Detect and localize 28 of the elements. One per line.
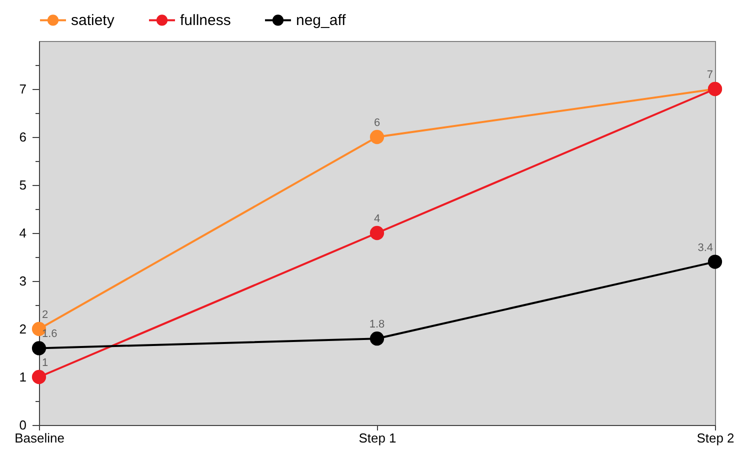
- point: [32, 370, 46, 384]
- point: [370, 332, 384, 346]
- y-tick-label: 4: [19, 226, 26, 240]
- y-tick-label: 5: [19, 178, 26, 192]
- x-tick-label: Baseline: [14, 430, 64, 446]
- y-tick-label: 1: [19, 370, 26, 384]
- legend-label: fullness: [180, 12, 231, 30]
- data-label: 3.4: [698, 242, 713, 254]
- point: [370, 226, 384, 240]
- data-label: 4: [374, 213, 380, 225]
- y-tick-label: 6: [19, 130, 26, 144]
- legend-label: satiety: [71, 12, 115, 30]
- point: [708, 254, 722, 269]
- data-label: 2: [42, 309, 48, 321]
- point: [32, 341, 46, 356]
- y-tick-label: 0: [19, 418, 26, 432]
- data-label: 7: [706, 69, 713, 81]
- y-tick-label: 7: [19, 82, 26, 96]
- y-tick-label: 2: [19, 322, 26, 336]
- data-label: 1.8: [369, 318, 385, 331]
- point: [370, 130, 384, 144]
- x-tick-label: Step 2: [696, 430, 734, 446]
- x-tick-label: Step 1: [358, 430, 396, 446]
- data-label: 1: [42, 357, 48, 369]
- data-label: 1.6: [42, 328, 58, 340]
- data-label: 6: [374, 117, 380, 129]
- y-tick-label: 3: [19, 274, 26, 288]
- legend-label: neg_aff: [296, 12, 347, 30]
